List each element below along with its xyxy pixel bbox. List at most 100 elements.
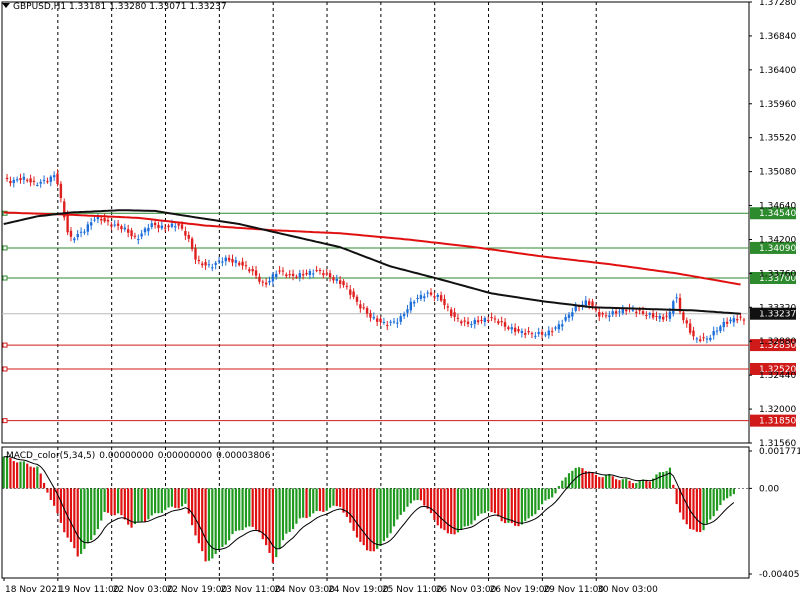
candle-body (402, 313, 406, 317)
candle-body (187, 234, 190, 239)
price-label: 1.35960 (759, 100, 796, 110)
candle-body (483, 317, 487, 322)
macd-bar (29, 466, 32, 489)
candle-body (655, 315, 658, 317)
candle-body (658, 315, 662, 319)
candle-body (712, 331, 715, 336)
macd-bar (709, 488, 712, 520)
macd-bar (63, 488, 66, 533)
candle-body (709, 337, 712, 341)
candle-body (534, 335, 537, 337)
vertical-grid (57, 2, 597, 578)
time-label: 19 Nov 11:00 (59, 585, 120, 595)
chart-header: GBPUSD,H1 1.33181 1.33280 1.33071 1.3323… (2, 2, 227, 12)
macd-bar (406, 488, 409, 507)
candle-body (601, 313, 604, 315)
macd-bar (359, 488, 362, 542)
macd-bar (456, 488, 460, 533)
candle-body (241, 261, 244, 266)
candle-body (463, 320, 466, 322)
macd-bar (79, 488, 83, 554)
macd-bar (672, 484, 675, 489)
candle-body (231, 259, 234, 263)
candle-body (699, 339, 702, 342)
macd-bar (140, 488, 143, 522)
macd-bar (16, 462, 19, 489)
candle-body (308, 270, 312, 276)
macd-bar (328, 488, 332, 508)
macd-bar (345, 488, 348, 517)
level-anchor (2, 342, 8, 348)
macd-bar (702, 488, 705, 531)
dropdown-triangle-icon[interactable] (2, 3, 10, 8)
candle-body (100, 218, 103, 221)
macd-bar (416, 488, 419, 500)
macd-bar (460, 488, 463, 530)
macd-title: MACD_color(5,34,5) (6, 451, 96, 461)
macd-bar (722, 488, 725, 501)
candle-body (544, 334, 547, 336)
candle-body (103, 217, 106, 222)
price-label: 1.35080 (759, 168, 796, 178)
candle-body (32, 180, 36, 182)
time-label: 18 Nov 2021 (5, 585, 63, 595)
candle-body (177, 223, 180, 226)
macd-bar (396, 488, 399, 520)
time-label: 30 Nov 03:00 (597, 585, 658, 595)
macd-bar (470, 488, 473, 525)
candle-body (648, 313, 651, 315)
macd-bar (5, 456, 9, 489)
macd-bar (106, 488, 110, 513)
macd-bar (601, 477, 604, 489)
price-label: 1.36840 (759, 32, 796, 42)
candle-body (490, 317, 493, 319)
price-label: 1.32440 (759, 371, 796, 381)
candle-body (137, 239, 140, 241)
candle-body (672, 301, 675, 314)
macd-bar (36, 466, 39, 489)
candle-body (423, 296, 426, 299)
macd-bar (520, 488, 523, 525)
candle-body (238, 262, 241, 265)
candle-body (268, 280, 271, 283)
macd-bar (291, 488, 295, 530)
candle-body (69, 230, 73, 237)
candle-body (345, 285, 349, 287)
candle-body (26, 179, 29, 181)
macd-bar (100, 488, 103, 521)
candle-body (729, 319, 732, 322)
macd-bar (278, 488, 281, 549)
macd-bar (567, 473, 571, 489)
candle-body (641, 311, 645, 314)
candle-body (194, 248, 197, 260)
candle-body (736, 319, 739, 321)
candle-body (66, 214, 69, 233)
macd-bar (376, 488, 379, 549)
macd-bar (355, 488, 359, 538)
candle-body (328, 273, 332, 278)
candle-body (281, 270, 285, 272)
macd-signal-line (3, 456, 735, 551)
candle-body (487, 320, 490, 322)
macd-bar (608, 474, 611, 489)
candle-body (234, 260, 238, 263)
candle-body (456, 317, 460, 319)
macd-bar (500, 488, 503, 522)
macd-bar (544, 488, 547, 501)
candle-body (338, 280, 342, 285)
macd-bar (631, 483, 635, 489)
macd-bar (658, 472, 661, 489)
candle-body (412, 301, 416, 304)
macd-bar (133, 488, 137, 525)
candle-body (174, 226, 177, 228)
macd-bar (305, 488, 308, 519)
candle-body (157, 224, 160, 229)
candle-body (214, 262, 217, 265)
macd-bar (433, 488, 436, 520)
macd-bar (652, 478, 655, 489)
macd-bar (540, 488, 544, 505)
macd-bar (90, 488, 93, 540)
macd-bar (369, 488, 372, 552)
